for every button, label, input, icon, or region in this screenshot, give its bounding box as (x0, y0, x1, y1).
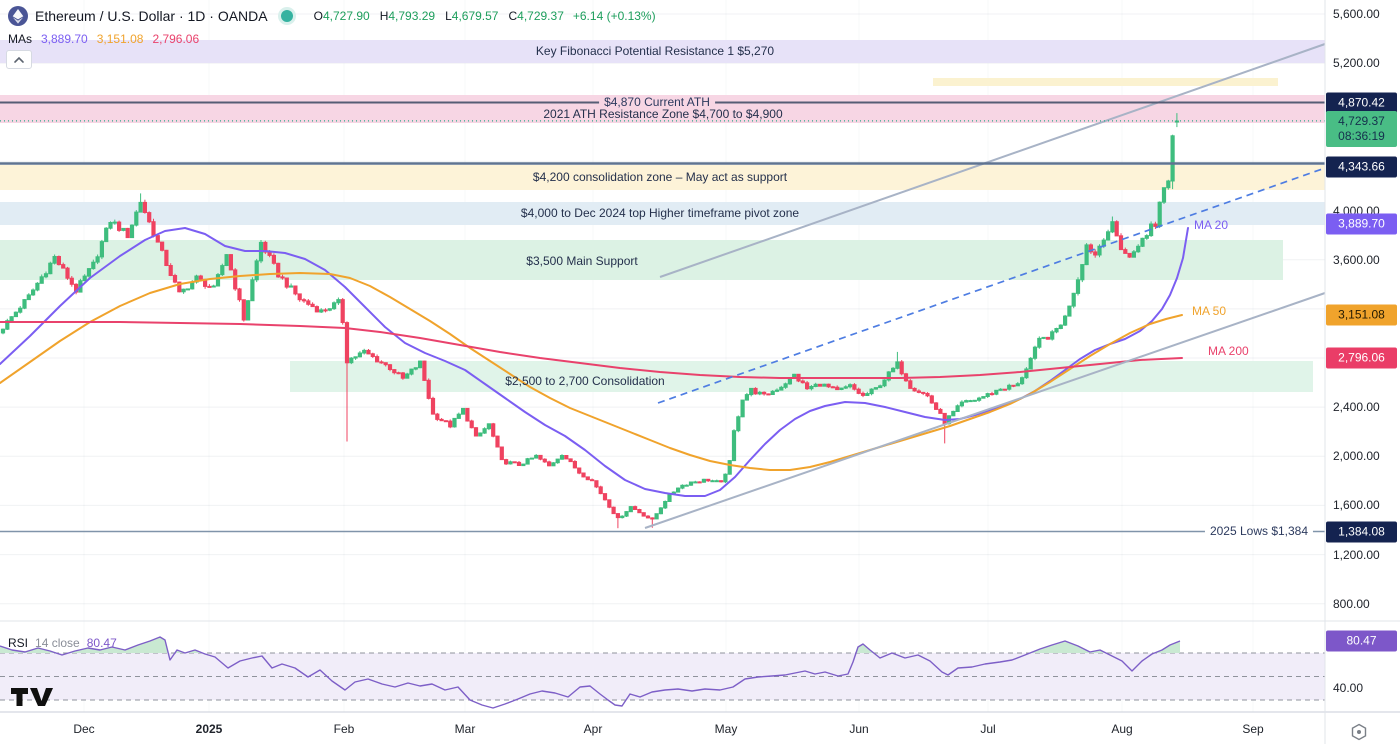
rsi-layer (0, 636, 1325, 709)
rsi-legend[interactable]: RSI 14 close 80.47 (8, 636, 117, 650)
ma-lines-layer (0, 227, 1189, 497)
ohlc-item: H4,793.29 (379, 9, 436, 23)
axis-settings-gear-icon[interactable] (1349, 722, 1369, 742)
trendline (659, 43, 1326, 278)
ma-legend-value: 2,796.06 (152, 32, 200, 46)
ma-legend-value: 3,889.70 (41, 32, 88, 46)
zone-rect (0, 40, 1325, 63)
mas-legend-label[interactable]: MAs (8, 32, 32, 46)
ohlc-values: O4,727.90 H4,793.29 L4,679.57 C4,729.37 (314, 9, 564, 23)
ma-line (0, 227, 1189, 497)
zone-rect (933, 78, 1278, 86)
tradingview-logo[interactable] (8, 684, 56, 710)
ma-line (0, 321, 1183, 379)
rsi-title: RSI (8, 636, 29, 650)
zone-rect (0, 202, 1325, 225)
zone-rect (290, 361, 1313, 392)
rsi-params: 14 close (35, 636, 80, 650)
change-value: +6.14 (+0.13%) (572, 9, 656, 23)
zone-rect (0, 165, 1325, 190)
chevron-up-icon (14, 56, 24, 63)
collapse-panel-button[interactable] (6, 50, 32, 69)
market-status-dot[interactable] (280, 10, 293, 22)
ma-legend-value: 3,151.08 (96, 32, 144, 46)
trendline (657, 167, 1326, 404)
ethereum-logo-icon (8, 6, 28, 26)
symbol-title[interactable]: Ethereum / U.S. Dollar · 1D · OANDA (35, 8, 268, 24)
ma-legend-values: 3,889.70 3,151.08 2,796.06 (41, 32, 199, 46)
ma-line (0, 272, 1183, 471)
ohlc-item: C4,729.37 (508, 9, 564, 23)
rsi-line (0, 636, 1181, 709)
ohlc-item: O4,727.90 (313, 9, 370, 23)
trendline (644, 292, 1326, 529)
zone-rect (0, 95, 1325, 123)
rsi-value: 80.47 (86, 636, 117, 650)
ohlc-item: L4,679.57 (445, 9, 499, 23)
chart-header: Ethereum / U.S. Dollar · 1D · OANDA O4,7… (8, 5, 656, 49)
zone-rect (0, 240, 1283, 280)
